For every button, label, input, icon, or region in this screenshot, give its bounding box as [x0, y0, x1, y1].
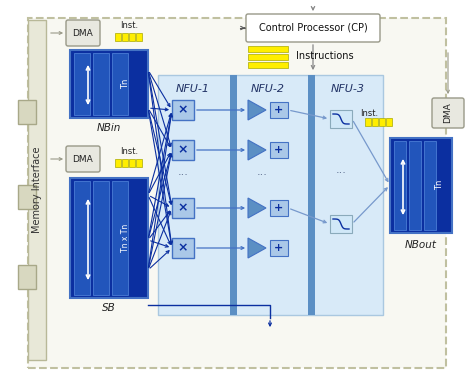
Bar — [18, 100, 36, 124]
Text: NFU-1: NFU-1 — [176, 84, 210, 94]
Text: Inst.: Inst. — [120, 147, 138, 156]
Bar — [379, 118, 385, 126]
Text: ×: × — [178, 242, 188, 254]
Bar — [394, 141, 406, 230]
Bar — [424, 141, 436, 230]
Bar — [115, 159, 121, 167]
Bar — [18, 265, 36, 289]
Text: ...: ... — [256, 167, 267, 177]
Bar — [28, 20, 46, 360]
Text: ...: ... — [336, 165, 346, 175]
Bar — [308, 75, 315, 315]
Text: DMA: DMA — [73, 155, 93, 164]
Bar — [270, 200, 288, 216]
Text: NBout: NBout — [405, 240, 437, 250]
Polygon shape — [248, 198, 266, 218]
Bar — [365, 118, 371, 126]
Text: ...: ... — [178, 167, 189, 177]
FancyBboxPatch shape — [66, 146, 100, 172]
Bar — [409, 141, 421, 230]
Polygon shape — [248, 140, 266, 160]
Polygon shape — [248, 238, 266, 258]
Text: Memory Interface: Memory Interface — [32, 147, 42, 233]
Bar — [129, 159, 135, 167]
Text: DMA: DMA — [73, 28, 93, 37]
Text: NFU-2: NFU-2 — [251, 84, 285, 94]
Text: DMA: DMA — [444, 102, 453, 123]
Bar — [93, 181, 109, 295]
Bar — [372, 118, 378, 126]
FancyBboxPatch shape — [66, 20, 100, 46]
Bar — [112, 53, 128, 115]
Bar — [122, 159, 128, 167]
Text: +: + — [274, 203, 283, 213]
Text: Instructions: Instructions — [296, 51, 354, 61]
Bar — [386, 118, 392, 126]
Bar — [74, 181, 90, 295]
Bar — [115, 33, 121, 41]
Text: Control Processor (CP): Control Processor (CP) — [259, 23, 367, 33]
Text: +: + — [274, 145, 283, 155]
FancyBboxPatch shape — [246, 14, 380, 42]
Bar — [158, 75, 383, 315]
Bar — [172, 140, 194, 160]
Text: Tn: Tn — [121, 79, 130, 89]
Bar — [136, 159, 142, 167]
Bar — [330, 110, 352, 128]
Bar — [172, 100, 194, 120]
Text: ×: × — [178, 201, 188, 214]
Polygon shape — [248, 100, 266, 120]
Bar — [330, 215, 352, 233]
Text: ×: × — [178, 104, 188, 116]
Bar — [74, 53, 90, 115]
Text: Inst.: Inst. — [360, 110, 378, 118]
Bar — [18, 185, 36, 209]
Bar — [112, 181, 128, 295]
Bar — [270, 240, 288, 256]
Text: +: + — [274, 243, 283, 253]
Text: Inst.: Inst. — [120, 22, 138, 31]
Text: NFU-3: NFU-3 — [331, 84, 365, 94]
Bar — [136, 33, 142, 41]
Bar — [93, 53, 109, 115]
Bar — [248, 62, 288, 68]
Bar — [230, 75, 237, 315]
Bar — [70, 50, 148, 118]
Text: Tn: Tn — [436, 180, 445, 190]
Text: SB: SB — [102, 303, 116, 313]
Bar — [28, 18, 446, 368]
FancyBboxPatch shape — [432, 98, 464, 128]
Bar — [248, 46, 288, 52]
Bar — [270, 102, 288, 118]
Bar — [390, 138, 452, 233]
Text: NBin: NBin — [97, 123, 121, 133]
Text: +: + — [274, 105, 283, 115]
Bar — [122, 33, 128, 41]
Bar — [172, 198, 194, 218]
Bar — [172, 238, 194, 258]
Bar — [248, 54, 288, 60]
Bar — [129, 33, 135, 41]
Bar — [270, 142, 288, 158]
Text: ×: × — [178, 144, 188, 156]
Text: Tn x Tn: Tn x Tn — [121, 224, 130, 252]
Bar — [70, 178, 148, 298]
